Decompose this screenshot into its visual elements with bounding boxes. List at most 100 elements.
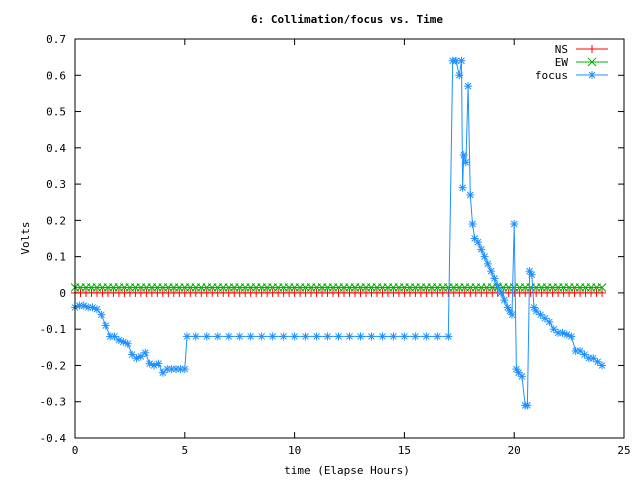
- data-point-focus: [180, 365, 189, 374]
- data-point-focus: [545, 317, 554, 326]
- x-axis-label: time (Elapse Hours): [284, 464, 410, 477]
- data-point-focus: [508, 310, 517, 319]
- data-point-focus: [464, 82, 473, 91]
- data-point-focus: [128, 350, 137, 359]
- data-point-focus: [213, 332, 222, 341]
- data-point-focus: [549, 325, 558, 334]
- chart-title: 6: Collimation/focus vs. Time: [251, 13, 443, 26]
- data-point-focus: [490, 274, 499, 283]
- series-ew: [70, 283, 607, 292]
- data-point-focus: [301, 332, 310, 341]
- data-point-focus: [235, 332, 244, 341]
- data-point-focus: [523, 401, 532, 410]
- data-point-focus: [468, 219, 477, 228]
- y-tick-label: 0: [59, 287, 66, 300]
- x-tick-label: 10: [288, 444, 301, 457]
- data-point-focus: [457, 56, 466, 65]
- data-point-focus: [123, 339, 132, 348]
- data-point-focus: [246, 332, 255, 341]
- data-point-focus: [461, 158, 470, 167]
- legend-marker: [588, 45, 596, 53]
- y-axis-label: Volts: [19, 221, 32, 254]
- y-tick-label: -0.1: [40, 323, 67, 336]
- data-point-focus: [487, 267, 496, 276]
- data-point-focus: [529, 303, 538, 312]
- x-tick-label: 25: [617, 444, 630, 457]
- x-tick-label: 20: [508, 444, 521, 457]
- data-point-focus: [593, 357, 602, 366]
- legend-label: NS: [555, 43, 568, 56]
- data-point-focus: [279, 332, 288, 341]
- y-tick-label: 0.4: [46, 142, 66, 155]
- data-point-focus: [517, 372, 526, 381]
- data-point-focus: [378, 332, 387, 341]
- y-tick-label: 0.6: [46, 69, 66, 82]
- y-tick-label: -0.2: [40, 359, 67, 372]
- data-point-ns: [598, 288, 607, 297]
- data-point-focus: [367, 332, 376, 341]
- data-point-focus: [576, 346, 585, 355]
- x-tick-label: 15: [398, 444, 411, 457]
- data-point-focus: [334, 332, 343, 341]
- data-point-focus: [473, 238, 482, 247]
- y-tick-label: -0.4: [40, 432, 67, 445]
- data-point-focus: [422, 332, 431, 341]
- data-point-focus: [182, 332, 191, 341]
- data-point-focus: [480, 252, 489, 261]
- x-tick-label: 0: [72, 444, 79, 457]
- data-point-focus: [323, 332, 332, 341]
- data-point-ew: [597, 283, 607, 292]
- data-point-focus: [458, 183, 467, 192]
- legend-label: focus: [535, 69, 568, 82]
- data-point-focus: [92, 305, 101, 314]
- data-point-focus: [483, 259, 492, 268]
- y-tick-label: 0.7: [46, 33, 66, 46]
- data-point-focus: [500, 296, 509, 305]
- data-point-focus: [101, 321, 110, 330]
- data-point-focus: [493, 281, 502, 290]
- legend-marker: [587, 57, 597, 67]
- data-point-focus: [257, 332, 266, 341]
- y-tick-label: -0.3: [40, 396, 67, 409]
- data-point-focus: [154, 359, 163, 368]
- legend-marker: [588, 71, 596, 79]
- data-point-focus: [580, 350, 589, 359]
- data-point-focus: [598, 361, 607, 370]
- data-point-focus: [536, 310, 545, 319]
- data-point-focus: [268, 332, 277, 341]
- data-point-focus: [459, 151, 468, 160]
- data-point-focus: [497, 288, 506, 297]
- data-point-focus: [589, 354, 598, 363]
- y-tick-label: 0.2: [46, 214, 66, 227]
- data-point-focus: [141, 348, 150, 357]
- x-tick-label: 5: [181, 444, 188, 457]
- data-point-focus: [136, 352, 145, 361]
- data-point-focus: [510, 219, 519, 228]
- data-point-focus: [567, 332, 576, 341]
- series-focus: [71, 56, 607, 410]
- data-point-focus: [477, 245, 486, 254]
- legend-label: EW: [555, 56, 569, 69]
- data-point-focus: [411, 332, 420, 341]
- data-point-focus: [191, 332, 200, 341]
- data-point-focus: [540, 314, 549, 323]
- data-point-focus: [532, 307, 541, 316]
- data-point-focus: [433, 332, 442, 341]
- data-point-focus: [455, 71, 464, 80]
- data-point-focus: [97, 310, 106, 319]
- data-point-focus: [290, 332, 299, 341]
- data-point-focus: [345, 332, 354, 341]
- data-point-focus: [202, 332, 211, 341]
- data-point-focus: [466, 190, 475, 199]
- data-point-focus: [444, 332, 453, 341]
- data-point-focus: [400, 332, 409, 341]
- y-tick-label: 0.3: [46, 178, 66, 191]
- data-point-focus: [312, 332, 321, 341]
- data-point-focus: [158, 368, 167, 377]
- y-tick-label: 0.1: [46, 251, 66, 264]
- data-point-focus: [527, 270, 536, 279]
- y-tick-label: 0.5: [46, 106, 66, 119]
